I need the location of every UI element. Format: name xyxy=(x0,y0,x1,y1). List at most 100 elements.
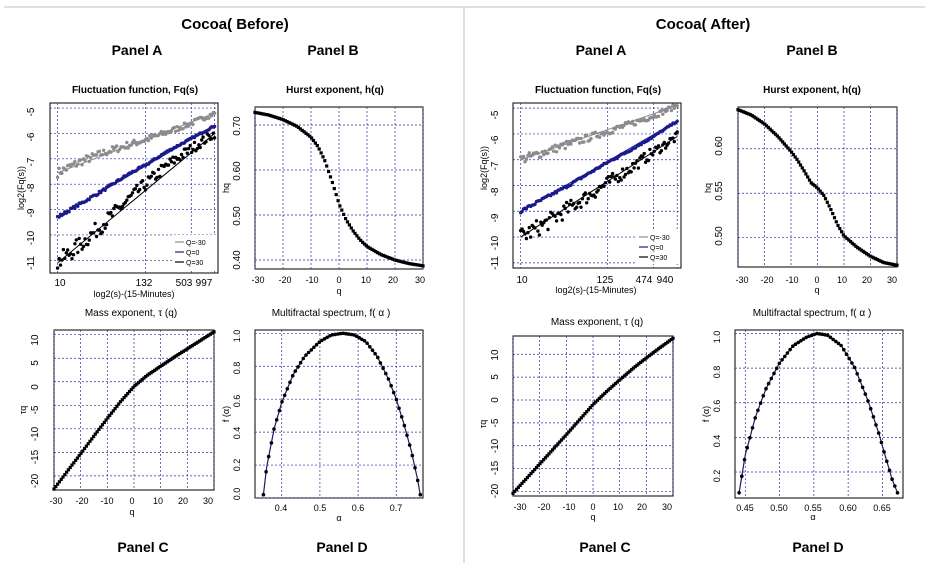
panel-d-label-after: Panel D xyxy=(792,539,843,555)
data-point xyxy=(133,384,137,388)
data-point xyxy=(199,338,203,342)
legend-entry: Q=0 xyxy=(650,245,664,252)
data-point xyxy=(76,250,80,255)
data-point xyxy=(368,345,372,349)
data-point xyxy=(320,338,324,343)
data-point xyxy=(890,477,894,482)
data-point xyxy=(156,366,160,370)
data-point xyxy=(118,400,123,404)
data-point xyxy=(129,143,133,147)
panel-c-xtick-after: -20 xyxy=(537,502,550,512)
panel-b-ytick-before: 0.70 xyxy=(232,116,243,136)
data-point xyxy=(143,188,148,192)
data-point xyxy=(293,123,297,127)
data-point xyxy=(130,191,135,195)
data-point xyxy=(378,252,382,256)
data-point xyxy=(57,166,61,170)
data-point xyxy=(609,174,613,179)
data-point xyxy=(120,398,124,402)
data-point xyxy=(579,136,583,141)
data-point xyxy=(536,151,540,155)
data-point xyxy=(884,261,888,265)
panel-c-xtick-after: -10 xyxy=(562,502,575,512)
data-point xyxy=(126,392,130,396)
data-point xyxy=(585,201,589,205)
data-point xyxy=(315,144,319,148)
data-point xyxy=(410,453,415,458)
data-point xyxy=(579,205,583,209)
data-point xyxy=(847,238,851,242)
data-point xyxy=(140,378,144,382)
panel-c-xtick-before: -30 xyxy=(49,496,62,506)
data-point xyxy=(513,489,517,493)
data-point xyxy=(646,355,650,359)
data-point xyxy=(362,339,367,343)
data-point xyxy=(63,256,67,261)
data-point xyxy=(149,136,153,140)
data-point xyxy=(589,136,593,141)
panel-b-ytick-after: 0.50 xyxy=(714,226,725,246)
data-point xyxy=(754,116,758,120)
data-point xyxy=(865,252,869,256)
data-point xyxy=(300,128,304,132)
data-point xyxy=(666,141,671,145)
panel-c-label-after: Panel C xyxy=(579,539,630,555)
panel-b-marks-before xyxy=(253,110,425,268)
data-point xyxy=(631,119,635,124)
data-point xyxy=(877,258,881,262)
data-point xyxy=(574,422,578,426)
data-point xyxy=(613,127,618,131)
data-point xyxy=(669,338,673,342)
data-point xyxy=(187,346,191,350)
data-point xyxy=(669,108,674,113)
data-point xyxy=(610,171,615,176)
data-point xyxy=(108,413,112,417)
figure-title-before: Cocoa( Before) xyxy=(181,16,289,33)
data-point xyxy=(81,244,86,249)
data-point xyxy=(667,339,671,343)
data-point xyxy=(738,108,742,112)
data-point xyxy=(546,151,550,155)
panel-c-title-before: Mass exponent, τ (q) xyxy=(85,308,177,319)
data-point xyxy=(311,138,316,143)
data-point xyxy=(836,223,840,228)
data-point xyxy=(651,116,655,120)
data-point xyxy=(373,351,377,356)
data-point xyxy=(570,426,574,430)
data-point xyxy=(298,127,302,131)
data-point xyxy=(55,175,60,179)
data-point xyxy=(843,235,847,239)
data-point xyxy=(516,485,520,489)
data-point xyxy=(568,428,573,432)
data-point xyxy=(308,134,312,138)
data-point xyxy=(575,205,579,209)
panel-c-ytick-before: -5 xyxy=(30,405,41,414)
data-point xyxy=(200,138,204,142)
data-point xyxy=(820,191,824,195)
panel-d-xtick-after: 0.45 xyxy=(736,503,754,513)
panel-a-ytick-after: -5 xyxy=(490,110,501,119)
data-point xyxy=(804,335,808,340)
panel-d-ylabel-after: f (α) xyxy=(701,406,711,422)
data-point xyxy=(640,359,644,363)
data-point xyxy=(80,163,84,167)
data-point xyxy=(675,130,679,134)
data-point xyxy=(109,150,113,154)
data-point xyxy=(76,162,80,166)
data-point xyxy=(672,139,676,144)
data-point xyxy=(756,408,760,413)
data-point xyxy=(763,122,767,126)
data-point xyxy=(791,153,795,157)
data-point xyxy=(301,356,306,361)
data-point xyxy=(381,253,385,258)
data-point xyxy=(602,184,606,188)
data-point xyxy=(539,220,543,224)
data-point xyxy=(836,341,841,346)
panel-c-xtick-after: 30 xyxy=(662,502,672,512)
data-point xyxy=(166,163,171,167)
data-point xyxy=(752,115,756,119)
data-point xyxy=(841,233,845,237)
data-point xyxy=(133,187,138,191)
panel-c-marks-before xyxy=(52,330,216,491)
data-point xyxy=(207,116,211,120)
